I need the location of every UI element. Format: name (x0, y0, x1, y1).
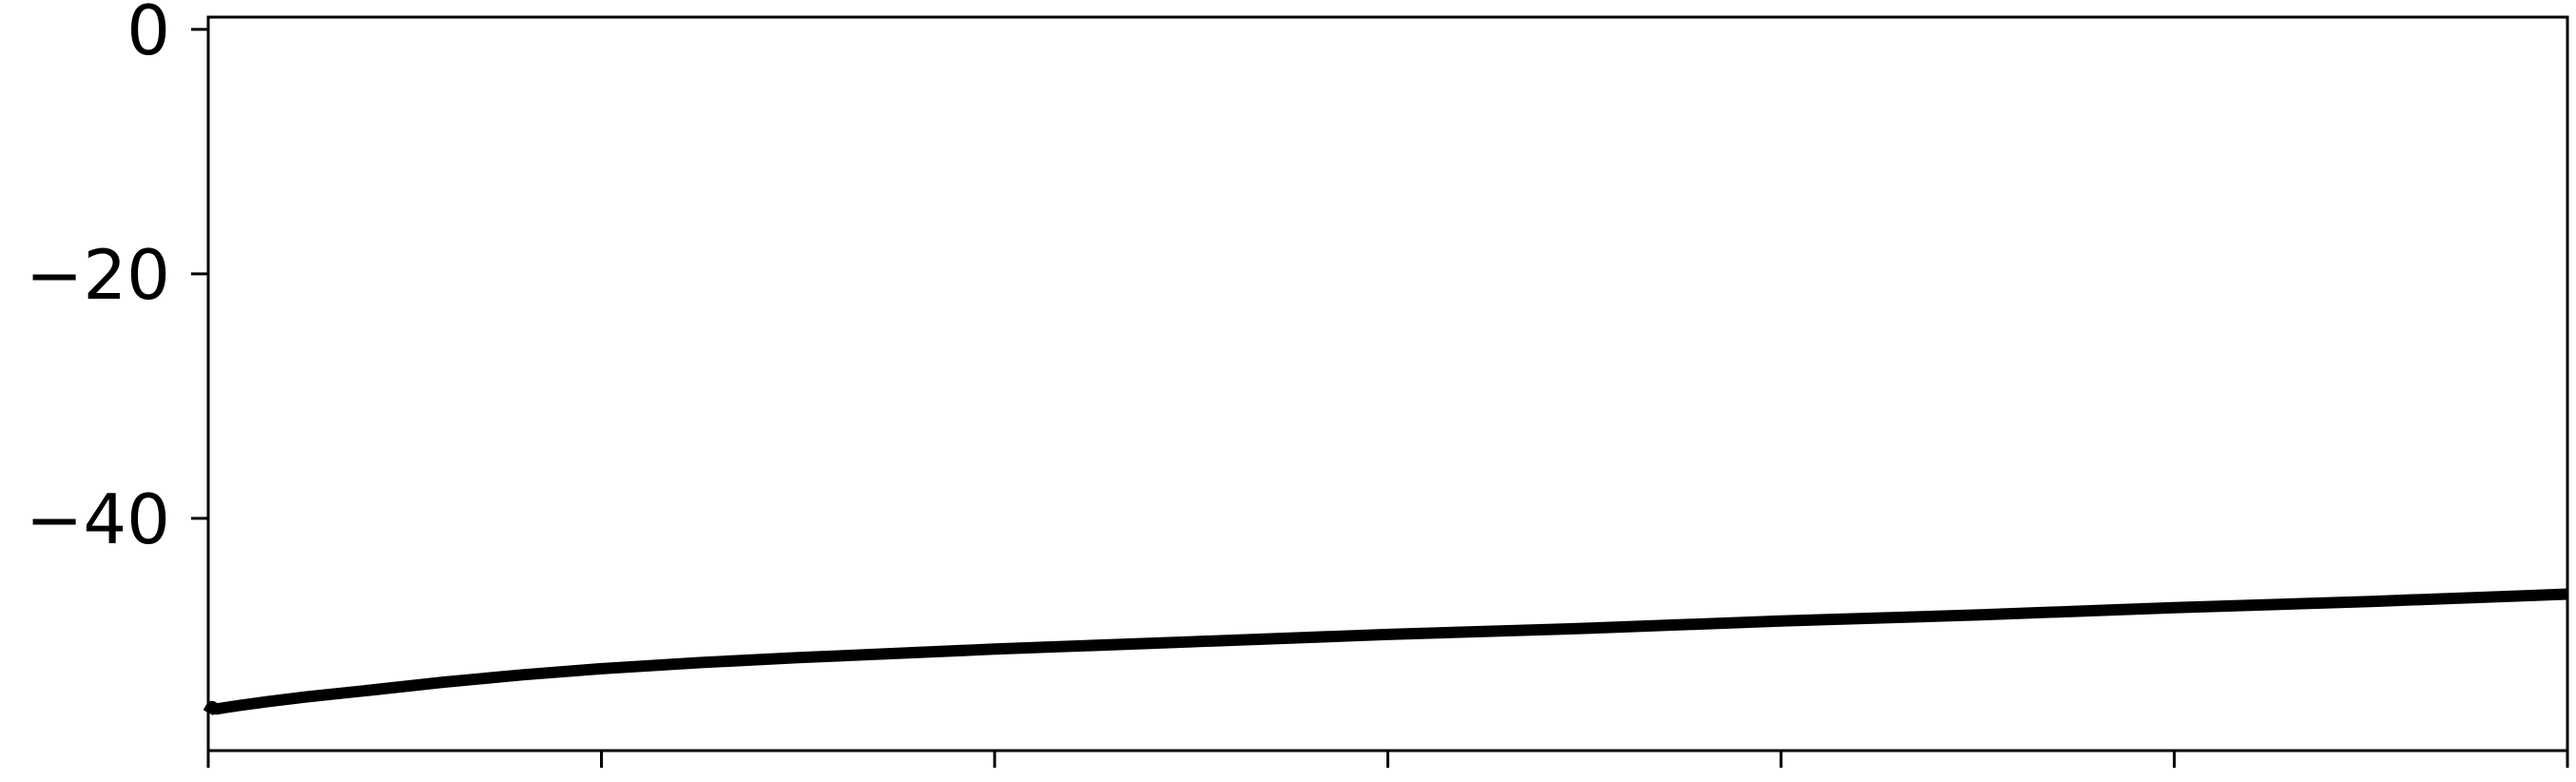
y-tick-label: 0 (126, 0, 170, 70)
y-axis-ticks: 0 −20 −40 (26, 0, 208, 559)
y-tick-label: −40 (26, 479, 170, 559)
y-tick-label: −20 (26, 235, 170, 315)
series-line (203, 588, 2568, 716)
plot-frame (206, 15, 2569, 753)
x-axis-ticks (206, 751, 2569, 768)
series-layer (203, 588, 2568, 716)
